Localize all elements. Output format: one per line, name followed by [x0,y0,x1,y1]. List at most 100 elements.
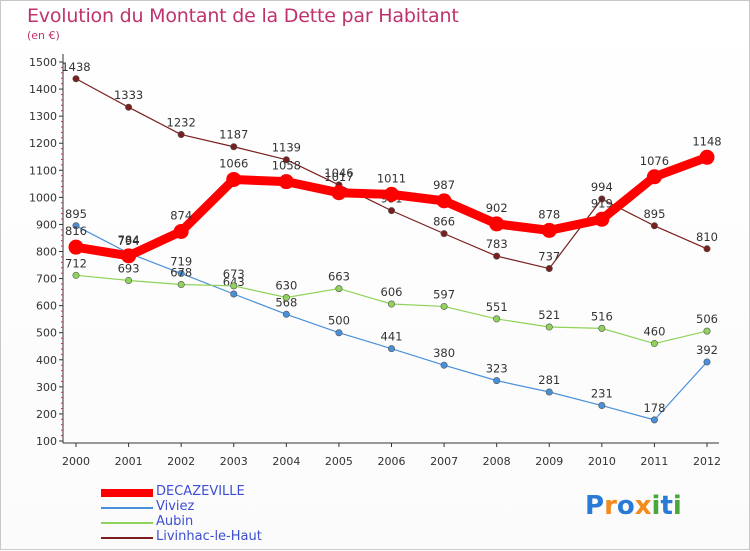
data-point-aubin [598,324,606,332]
data-label-viviez: 392 [696,343,718,357]
data-point-decazeville [278,174,294,190]
data-label-viviez: 441 [381,330,403,344]
y-tick-label: 200 [36,408,57,421]
data-label-viviez: 380 [433,346,455,360]
data-point-viviez [598,402,606,410]
data-label-decazeville: 1148 [692,134,721,148]
logo-letter: i [651,491,661,521]
logo-letter: P [585,491,605,521]
data-label-decazeville: 1066 [219,156,248,170]
data-point-livinhac-le-haut [387,207,395,215]
data-point-aubin [282,294,290,302]
data-label-aubin: 630 [275,279,297,293]
data-label-livinhac-le-haut: 1438 [61,60,90,74]
data-point-decazeville [541,222,557,238]
data-label-decazeville: 902 [486,201,508,215]
y-tick-label: 700 [36,273,57,286]
data-point-viviez [650,416,658,424]
data-point-decazeville [436,193,452,209]
data-label-decazeville: 919 [591,196,613,210]
x-tick-label: 2003 [220,455,248,468]
data-label-decazeville: 1017 [324,170,353,184]
y-tick-label: 600 [36,300,57,313]
data-point-livinhac-le-haut [72,75,80,83]
y-tick-label: 1000 [29,191,57,204]
x-tick-label: 2002 [167,455,195,468]
x-tick-label: 2005 [325,455,353,468]
y-tick-label: 1500 [29,56,57,69]
data-point-aubin [335,285,343,293]
data-label-decazeville: 1076 [640,154,669,168]
y-tick-label: 800 [36,246,57,259]
data-label-viviez: 500 [328,314,350,328]
data-point-aubin [177,281,185,289]
data-point-decazeville [489,216,505,232]
data-point-aubin [125,276,133,284]
data-label-decazeville: 878 [538,207,560,221]
data-label-aubin: 516 [591,309,613,323]
logo-letter: r [604,491,617,521]
data-label-aubin: 606 [381,285,403,299]
data-point-livinhac-le-haut [230,143,238,151]
data-label-viviez: 895 [65,207,87,221]
data-label-aubin: 460 [643,325,665,339]
data-label-livinhac-le-haut: 994 [591,180,613,194]
y-tick-label: 300 [36,381,57,394]
data-label-aubin: 693 [118,261,140,275]
data-point-viviez [335,329,343,337]
y-tick-label: 900 [36,218,57,231]
data-label-livinhac-le-haut: 866 [433,215,455,229]
data-point-livinhac-le-haut [493,252,501,260]
data-point-decazeville [173,223,189,239]
legend-label: DECAZEVILLE [156,484,245,499]
data-point-aubin [650,340,658,348]
data-point-viviez [703,358,711,366]
data-label-livinhac-le-haut: 1232 [167,116,196,130]
data-point-aubin [703,327,711,335]
x-tick-label: 2011 [640,455,668,468]
data-point-aubin [545,323,553,331]
data-label-livinhac-le-haut: 1333 [114,88,143,102]
proxiti-logo: Proxiti [585,491,682,521]
data-label-livinhac-le-haut: 1139 [272,141,301,155]
data-label-livinhac-le-haut: 895 [643,207,665,221]
legend-swatch [101,507,153,509]
data-point-livinhac-le-haut [177,131,185,139]
data-point-decazeville [68,239,84,255]
data-point-livinhac-le-haut [650,222,658,230]
data-label-aubin: 673 [223,267,245,281]
data-point-decazeville [594,211,610,227]
data-point-viviez [440,361,448,369]
chart-title: Evolution du Montant de la Dette par Hab… [27,5,459,27]
data-label-decazeville: 987 [433,178,455,192]
data-label-aubin: 551 [486,300,508,314]
legend-swatch [101,522,153,524]
data-label-viviez: 323 [486,362,508,376]
data-point-aubin [440,302,448,310]
data-label-viviez: 231 [591,387,613,401]
legend-label: Aubin [156,514,194,529]
data-point-viviez [387,345,395,353]
data-label-livinhac-le-haut: 810 [696,230,718,244]
x-tick-label: 2006 [378,455,406,468]
legend-swatch [101,489,153,497]
data-label-livinhac-le-haut: 737 [538,250,560,264]
data-point-aubin [387,300,395,308]
y-tick-label: 100 [36,435,57,448]
data-point-decazeville [226,171,242,187]
data-label-aubin: 712 [65,256,87,270]
data-label-aubin: 597 [433,287,455,301]
y-tick-label: 1300 [29,110,57,123]
x-tick-label: 2004 [272,455,300,468]
data-label-livinhac-le-haut: 1187 [219,128,248,142]
data-label-aubin: 678 [170,266,192,280]
data-label-aubin: 663 [328,270,350,284]
legend-swatch [101,537,153,539]
data-label-aubin: 521 [538,308,560,322]
data-point-livinhac-le-haut [125,103,133,111]
y-tick-label: 1100 [29,164,57,177]
x-tick-label: 2010 [588,455,616,468]
data-label-viviez: 178 [643,401,665,415]
